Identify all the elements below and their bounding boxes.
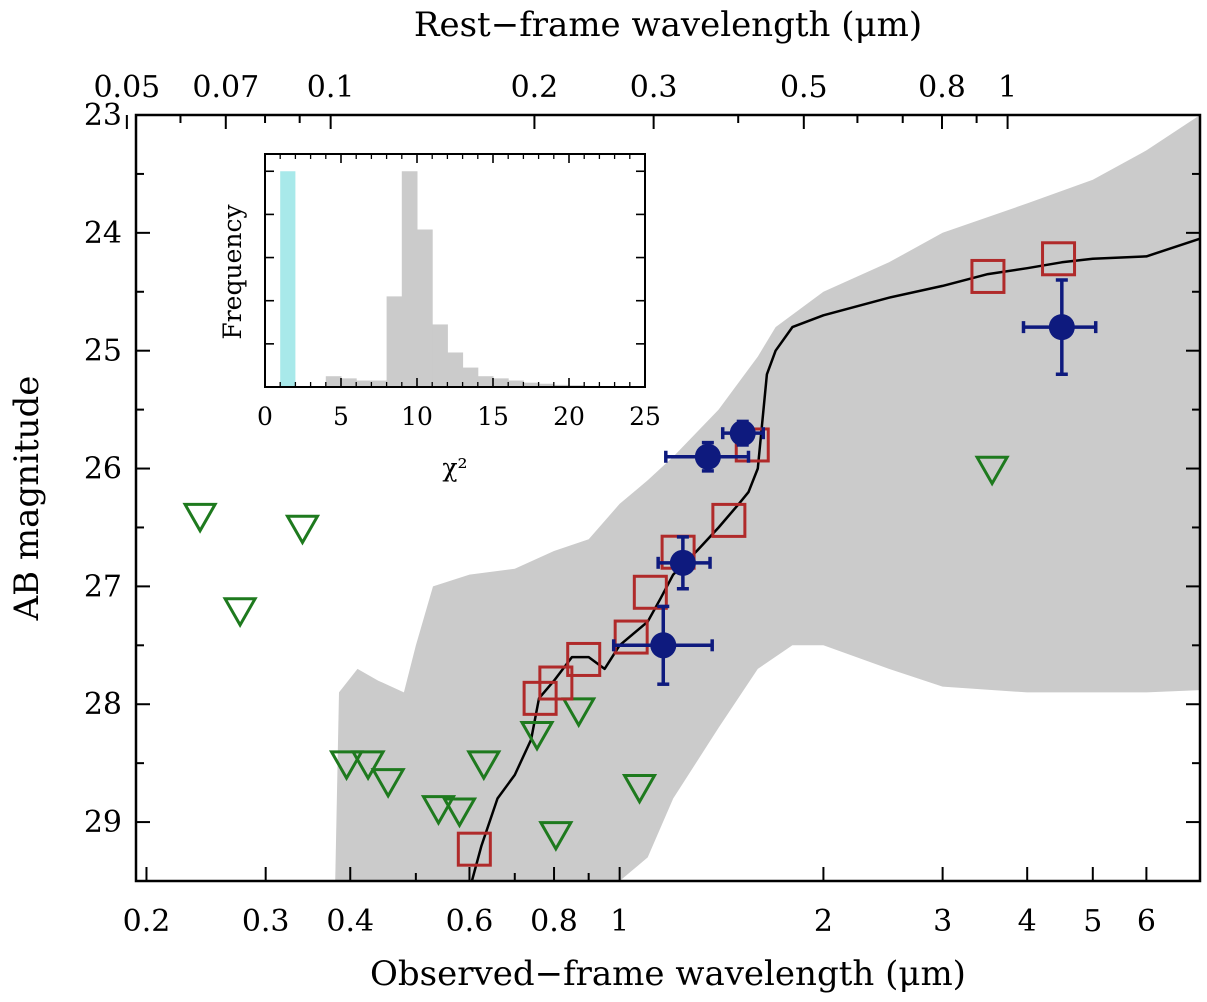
x-tick-label: 0.8	[530, 904, 578, 939]
upper-limit-marker	[974, 455, 1010, 487]
y-axis-title: AB magnitude	[7, 376, 47, 622]
y-tick-label: 27	[84, 569, 122, 604]
upper-limit-marker	[466, 750, 502, 782]
inset-frame	[264, 153, 646, 388]
inset-histogram-bar	[356, 380, 372, 387]
model-photometry-square	[711, 502, 747, 538]
y-tick-label: 24	[84, 216, 122, 251]
inset-histogram-bar	[462, 367, 479, 387]
inset-histogram-bar	[477, 376, 494, 387]
inset-x-tick-label: 20	[553, 402, 585, 431]
inset-histogram-bar	[401, 171, 418, 387]
inset-x-tick-label: 15	[477, 402, 509, 431]
detections-layer	[611, 278, 1098, 686]
top-tick-label: 0.3	[630, 70, 678, 105]
x-tick-label: 5	[1083, 904, 1102, 939]
x-tick-label: 0.4	[326, 904, 374, 939]
x-tick-label: 0.2	[123, 904, 171, 939]
x-axis-title: Observed−frame wavelength (μm)	[370, 954, 966, 994]
top-tick-label: 0.8	[918, 70, 966, 105]
detection-point	[729, 420, 756, 447]
top-tick-label: 0.1	[307, 70, 355, 105]
upper-limit-marker	[519, 720, 555, 752]
inset-histogram-bar	[493, 378, 509, 387]
inset-histogram-bar	[371, 380, 388, 387]
y-tick-label: 28	[84, 687, 122, 722]
x-tick-label: 6	[1137, 904, 1156, 939]
plot-frame	[134, 113, 1202, 883]
inset-x-title: χ²	[442, 453, 467, 482]
inset-x-tick-label: 10	[401, 402, 433, 431]
upper-limit-marker	[182, 502, 218, 534]
model-photometry-square	[632, 574, 668, 610]
model-photometry-square	[538, 665, 574, 701]
inset-best-fit-bar	[280, 171, 296, 387]
y-tick-label: 29	[84, 805, 122, 840]
top-tick-label: 0.07	[192, 70, 259, 105]
inset-x-tick-label: 5	[333, 402, 349, 431]
detection-point	[694, 443, 721, 470]
top-axis-title: Rest−frame wavelength (μm)	[414, 5, 922, 45]
x-tick-label: 4	[1018, 904, 1037, 939]
top-tick-label: 0.05	[93, 70, 160, 105]
upper-limit-marker	[328, 750, 365, 782]
upper-limit-marker	[350, 750, 386, 782]
upper-limit-marker	[370, 768, 406, 799]
inset-x-tick-label: 0	[257, 402, 273, 431]
y-tick-label: 25	[84, 334, 122, 369]
model-photometry-square	[566, 641, 602, 677]
inset-histogram-bar	[538, 383, 555, 387]
inset-histogram-bar	[325, 376, 342, 387]
upper-limit-marker	[420, 795, 457, 826]
model-photometry-square	[456, 831, 492, 867]
x-tick-label: 0.3	[242, 904, 290, 939]
upper-limit-marker	[441, 797, 478, 829]
inset-x-tick-label: 25	[629, 402, 661, 431]
x-tick-label: 3	[933, 904, 952, 939]
y-tick-label: 26	[84, 452, 122, 487]
model-uncertainty-band-layer	[335, 115, 1200, 881]
x-tick-label: 0.6	[446, 904, 494, 939]
inset-histogram-bar	[447, 352, 464, 387]
upper-limit-marker	[561, 697, 597, 729]
detection-point	[669, 549, 696, 576]
model-photometry-square	[1041, 241, 1077, 277]
inset-histogram-bar	[386, 296, 403, 387]
detection-point	[1048, 314, 1075, 341]
inset-bars	[280, 171, 631, 387]
inset-histogram-bar	[508, 380, 524, 387]
inset-background	[265, 154, 645, 387]
chi2-inset: 0 5 10 15 20 25	[257, 153, 661, 431]
upper-limit-marker	[621, 773, 658, 805]
inset-histogram-bar	[553, 384, 570, 387]
top-tick-label: 0.2	[511, 70, 559, 105]
upper-limit-marker	[284, 514, 321, 546]
inset-histogram-bar	[523, 382, 540, 387]
y-tick-label: 23	[84, 98, 122, 133]
x-tick-label: 2	[814, 904, 833, 939]
top-tick-label: 0.5	[780, 70, 828, 105]
model-photometry-square	[613, 619, 649, 655]
upper-limit-marker	[538, 821, 574, 852]
axes-layer: 0.2 0.3 0.4 0.6 0.8 1 2 3 4 5 60.05 0.07 0.1 0.2 0.3 0.…	[84, 70, 1200, 939]
inset-histogram-bar	[432, 324, 448, 387]
inset-histogram-bar	[417, 229, 433, 387]
upper-limit-marker	[222, 597, 258, 628]
inset-histogram-bar	[341, 378, 357, 387]
top-tick-label: 1	[998, 70, 1017, 105]
detection-point	[650, 632, 677, 659]
model-photometry-square	[970, 258, 1006, 294]
x-tick-label: 1	[610, 904, 629, 939]
inset-y-title: Frequency	[218, 204, 247, 340]
model-uncertainty-band	[335, 115, 1200, 881]
upper-limits-layer	[182, 455, 1010, 852]
